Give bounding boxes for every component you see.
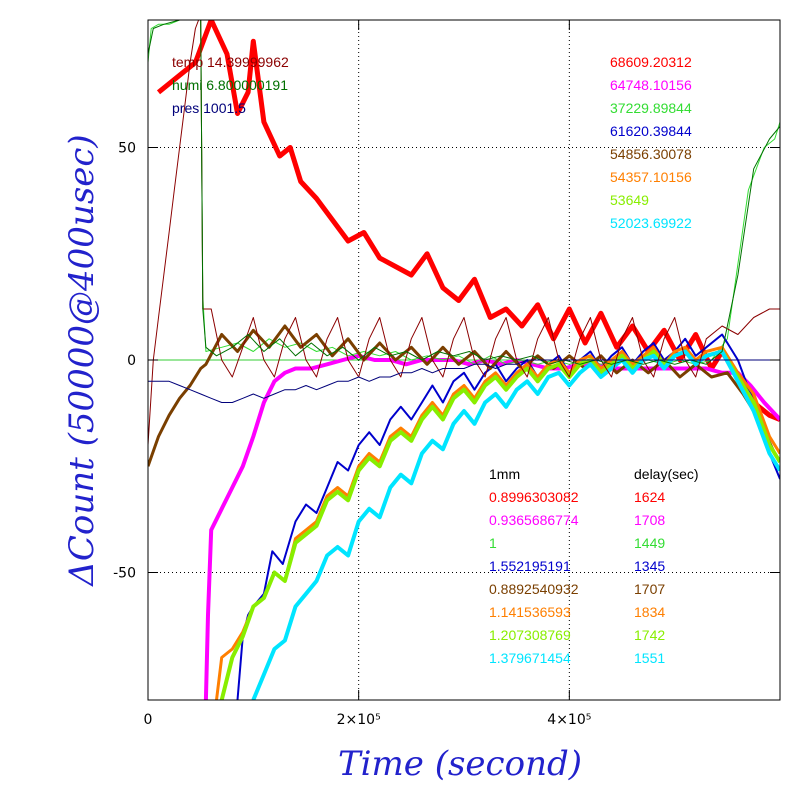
count-legend-entry: 54856.30078 bbox=[610, 146, 692, 162]
table-delay-value: 1708 bbox=[634, 512, 665, 528]
series-line-8 bbox=[251, 349, 780, 700]
table-delay-value: 1707 bbox=[634, 581, 665, 597]
x-axis-title: Time (second) bbox=[338, 744, 582, 784]
table-delay-value: 1742 bbox=[634, 627, 665, 643]
table-ratio-value: 0.9365686774 bbox=[489, 512, 579, 528]
axis-ticks: 0 2×10⁵ 4×10⁵ 50 0 -50 bbox=[113, 20, 780, 728]
count-legend-entry: 53649 bbox=[610, 192, 649, 208]
table-header-ratio: 1mm bbox=[489, 466, 520, 482]
table-header-delay: delay(sec) bbox=[634, 466, 699, 482]
env-legend-entry: humi 6.800000191 bbox=[172, 77, 288, 93]
count-legend-entry: 68609.20312 bbox=[610, 54, 692, 70]
count-legend-entry: 61620.39844 bbox=[610, 123, 692, 139]
table-ratio-value: 1.207308769 bbox=[489, 627, 571, 643]
table-ratio-value: 1.379671454 bbox=[489, 650, 571, 666]
table-ratio-value: 0.8892540932 bbox=[489, 581, 579, 597]
y-tick-label: 50 bbox=[118, 141, 136, 157]
table-delay-value: 1345 bbox=[634, 558, 665, 574]
x-tick-label: 4×10⁵ bbox=[547, 712, 591, 728]
table-ratio-value: 0.8996303082 bbox=[489, 489, 579, 505]
table-ratio-value: 1.552195191 bbox=[489, 558, 571, 574]
series-line-10 bbox=[148, 20, 780, 365]
table-ratio-value: 1.141536593 bbox=[489, 604, 571, 620]
series-line-11 bbox=[148, 359, 780, 403]
series-lines bbox=[148, 20, 780, 700]
y-axis-title: ΔCount (50000@400usec) bbox=[62, 134, 102, 587]
y-tick-label: -50 bbox=[113, 566, 136, 582]
series-line-3 bbox=[148, 20, 780, 365]
y-tick-label: 0 bbox=[127, 353, 136, 369]
count-legend-entry: 64748.10156 bbox=[610, 77, 692, 93]
count-legend-entry: 37229.89844 bbox=[610, 100, 692, 116]
table-delay-value: 1624 bbox=[634, 489, 665, 505]
legend: temp 14.39999962 humi 6.800000191 pres 100… bbox=[172, 54, 699, 666]
x-tick-label: 0 bbox=[144, 712, 153, 728]
series-line-1 bbox=[156, 20, 780, 422]
count-legend-entry: 52023.69922 bbox=[610, 215, 692, 231]
count-legend-entry: 54357.10156 bbox=[610, 169, 692, 185]
x-tick-label: 2×10⁵ bbox=[337, 712, 381, 728]
env-legend-entry: temp 14.39999962 bbox=[172, 54, 289, 70]
table-delay-value: 1834 bbox=[634, 604, 665, 620]
env-legend-entry: pres 1001.5 bbox=[172, 100, 246, 116]
table-delay-value: 1551 bbox=[634, 650, 665, 666]
table-ratio-value: 1 bbox=[489, 535, 497, 551]
series-line-5 bbox=[148, 324, 780, 467]
table-delay-value: 1449 bbox=[634, 535, 665, 551]
